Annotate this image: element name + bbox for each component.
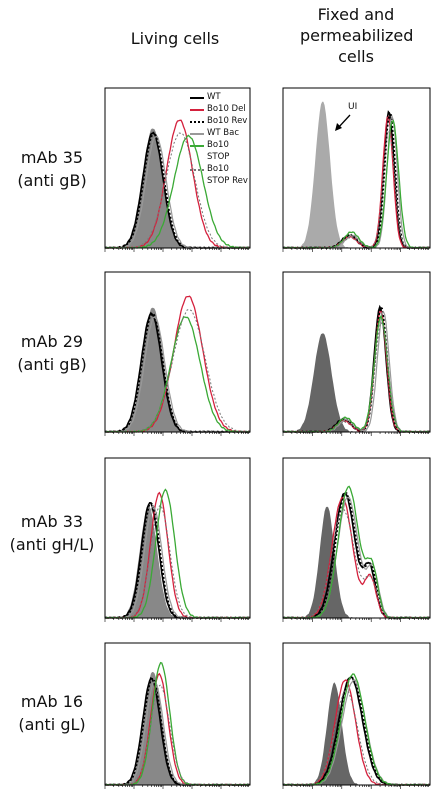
histogram — [104, 681, 250, 786]
histogram — [282, 679, 431, 786]
histogram — [105, 316, 251, 433]
histogram — [282, 676, 431, 786]
histogram — [282, 492, 431, 619]
control-histogram — [283, 333, 430, 432]
panel — [104, 87, 251, 249]
histogram — [104, 132, 251, 249]
histogram — [104, 309, 251, 433]
histogram — [282, 112, 430, 249]
control-histogram — [283, 506, 430, 618]
histogram — [282, 305, 430, 433]
legend-entry: Bo10 STOP Rev — [190, 163, 252, 187]
legend-entry: Bo10 Rev — [190, 115, 252, 127]
antibody: mAb 33 — [20, 512, 84, 531]
target: (anti gL) — [18, 715, 86, 734]
panel — [282, 87, 431, 249]
control-histogram — [105, 307, 250, 432]
histogram — [282, 690, 431, 786]
histogram — [282, 310, 430, 433]
histogram — [104, 677, 250, 786]
control-histogram — [283, 101, 430, 248]
legend-entry: WT — [190, 91, 252, 103]
row-label: mAb 16 (anti gL) — [2, 690, 102, 736]
annotation: UI — [348, 102, 358, 112]
histogram — [104, 295, 251, 433]
panel — [104, 271, 251, 433]
histogram — [104, 131, 250, 249]
row-label: mAb 33 (anti gH/L) — [2, 510, 102, 556]
histogram — [104, 672, 251, 786]
legend-entry: Bo10 STOP — [190, 139, 252, 163]
histogram — [282, 509, 431, 619]
histogram — [283, 314, 431, 433]
histogram — [282, 492, 430, 619]
panel — [282, 642, 431, 786]
histogram — [282, 114, 430, 249]
control-histogram — [105, 506, 250, 618]
target: (anti gB) — [17, 355, 87, 374]
antibody: mAb 35 — [20, 148, 84, 167]
histogram — [282, 321, 431, 433]
legend: WT Bo10 Del Bo10 Rev WT Bac Bo10 STOP Bo… — [190, 91, 252, 187]
histogram — [282, 678, 430, 786]
arrow-head — [335, 123, 342, 131]
control-histogram — [283, 682, 430, 785]
histogram — [282, 310, 431, 433]
column-header: Fixed and permeabilized cells — [300, 5, 414, 66]
row-label: mAb 35 (anti gB) — [2, 146, 102, 192]
antibody: mAb 29 — [20, 332, 84, 351]
arrow — [337, 114, 351, 129]
histogram — [282, 115, 431, 249]
target: (anti gH/L) — [9, 535, 95, 554]
panel — [282, 271, 431, 433]
control-histogram — [105, 672, 250, 785]
legend-entry: Bo10 Del — [190, 103, 252, 115]
histogram — [282, 304, 431, 433]
panel — [104, 457, 251, 619]
antibody: mAb 16 — [20, 692, 84, 711]
legend-entry: WT Bac — [190, 127, 252, 139]
histogram — [105, 488, 251, 619]
histogram — [104, 684, 251, 786]
control-histogram — [105, 128, 250, 248]
panel — [104, 642, 251, 786]
target: (anti gB) — [17, 171, 87, 190]
histogram — [283, 119, 431, 249]
histogram — [282, 129, 431, 249]
panel — [282, 457, 431, 619]
histogram — [104, 504, 251, 619]
column-header: Living cells — [130, 29, 220, 48]
histogram — [104, 676, 251, 786]
row-label: mAb 29 (anti gB) — [2, 330, 102, 376]
histogram — [104, 491, 251, 619]
histogram — [282, 110, 431, 249]
